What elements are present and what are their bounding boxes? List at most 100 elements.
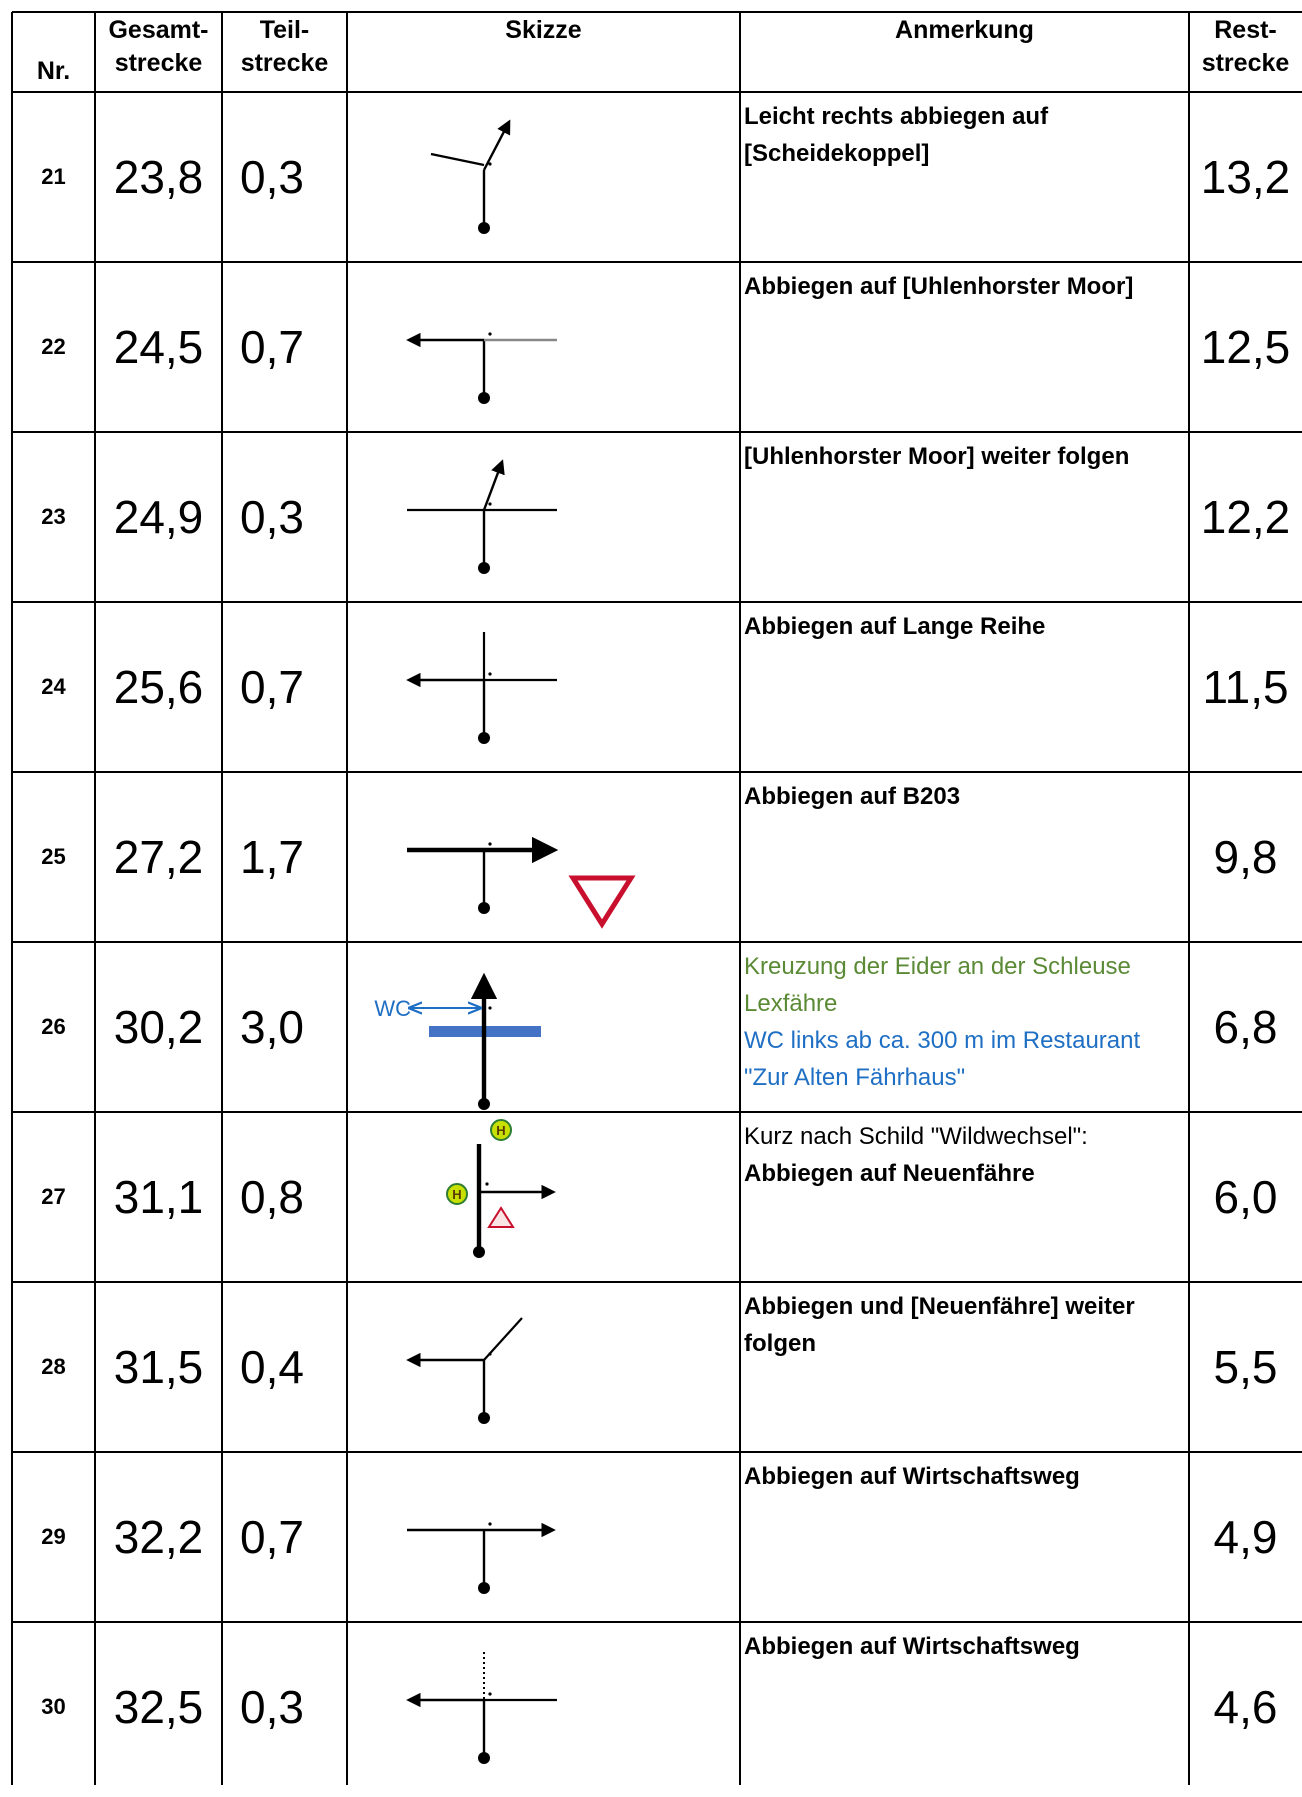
row-nr-text: 24 — [41, 674, 66, 699]
note-line: WC links ab ca. 300 m im Restaurant — [744, 1027, 1141, 1054]
note-line: Lexfähre — [744, 990, 838, 1017]
row-gesamt-value: 32,5 — [113, 1681, 204, 1733]
row-gesamt-value: 24,9 — [113, 491, 204, 543]
row-reststrecke: 5,5 — [1189, 1282, 1302, 1452]
row-rest-value: 12,2 — [1200, 491, 1291, 543]
row-nr-text: 30 — [41, 1694, 66, 1719]
row-teilstrecke: 0,3 — [222, 1622, 347, 1792]
row-nr-text: 25 — [41, 844, 66, 869]
row-teil-value: 0,8 — [240, 1171, 304, 1223]
row-gesamt-value: 25,6 — [113, 661, 204, 713]
row-rest-value: 6,0 — [1213, 1171, 1278, 1223]
header-rest-line1: Rest- — [1214, 16, 1277, 44]
row-nr: 26 — [12, 942, 95, 1112]
row-reststrecke: 4,9 — [1189, 1452, 1302, 1622]
row-gesamt-value: 24,5 — [113, 321, 204, 373]
bus-stop-label: H — [496, 1123, 505, 1138]
header-skizze: Skizze — [347, 12, 740, 92]
row-gesamtstrecke: 31,5 — [95, 1282, 222, 1452]
row-nr-text: 21 — [41, 164, 66, 189]
row-gesamtstrecke: 31,1 — [95, 1112, 222, 1282]
row-gesamtstrecke: 25,6 — [95, 602, 222, 772]
row-nr: 27 — [12, 1112, 95, 1282]
note-line: Leicht rechts abbiegen auf — [744, 103, 1049, 130]
turn-right-t-icon — [407, 1522, 556, 1594]
fork-left-icon — [406, 1317, 523, 1424]
note-line: [Uhlenhorster Moor] weiter folgen — [744, 443, 1130, 470]
row-teilstrecke: 1,7 — [222, 772, 347, 942]
cross-left-dotted-icon — [406, 1652, 557, 1764]
row-anmerkung: Abbiegen auf Lange Reihe — [740, 602, 1189, 772]
row-reststrecke: 12,2 — [1189, 432, 1302, 602]
row-teilstrecke: 0,7 — [222, 1452, 347, 1622]
row-gesamtstrecke: 32,2 — [95, 1452, 222, 1622]
bus-stop-label: H — [452, 1187, 461, 1202]
row-teilstrecke: 3,0 — [222, 942, 347, 1112]
bus-stop-icon — [490, 1119, 512, 1141]
row-anmerkung: Abbiegen auf B203 — [740, 772, 1189, 942]
row-teil-value: 0,7 — [240, 661, 304, 713]
note-line: Abbiegen auf Wirtschaftsweg — [744, 1633, 1080, 1660]
row-gesamt-value: 27,2 — [113, 831, 204, 883]
row-skizze — [347, 1282, 740, 1452]
header-gesamt-line2: strecke — [114, 49, 203, 77]
row-teil-value: 0,7 — [240, 321, 304, 373]
row-nr: 29 — [12, 1452, 95, 1622]
row-rest-value: 9,8 — [1213, 831, 1278, 883]
row-teilstrecke: 0,8 — [222, 1112, 347, 1282]
note-line: [Scheidekoppel] — [744, 140, 930, 167]
row-skizze: WC — [347, 942, 740, 1112]
row-nr: 30 — [12, 1622, 95, 1792]
row-rest-value: 4,9 — [1213, 1511, 1278, 1563]
row-nr: 22 — [12, 262, 95, 432]
note-line: Abbiegen auf Wirtschaftsweg — [744, 1463, 1080, 1490]
row-reststrecke: 11,5 — [1189, 602, 1302, 772]
note-line: Kreuzung der Eider an der Schleuse — [744, 953, 1131, 980]
note-line: folgen — [744, 1330, 816, 1357]
row-reststrecke: 13,2 — [1189, 92, 1302, 262]
row-nr: 25 — [12, 772, 95, 942]
note-line: Abbiegen auf Lange Reihe — [744, 613, 1046, 640]
row-teil-value: 0,7 — [240, 1511, 304, 1563]
note-line: Kurz nach Schild "Wildwechsel": — [744, 1123, 1088, 1150]
header-skizze-text: Skizze — [505, 16, 582, 44]
row-anmerkung: Abbiegen auf [Uhlenhorster Moor] — [740, 262, 1189, 432]
bus-stop-icon — [446, 1183, 468, 1205]
header-nr-text: Nr. — [36, 57, 71, 85]
row-anmerkung: Abbiegen auf Wirtschaftsweg — [740, 1452, 1189, 1622]
row-reststrecke: 9,8 — [1189, 772, 1302, 942]
row-skizze — [347, 1452, 740, 1622]
row-rest-value: 5,5 — [1213, 1341, 1278, 1393]
row-reststrecke: 6,8 — [1189, 942, 1302, 1112]
row-skizze — [347, 602, 740, 772]
row-gesamtstrecke: 27,2 — [95, 772, 222, 942]
row-skizze — [347, 262, 740, 432]
row-skizze — [347, 432, 740, 602]
row-rest-value: 6,8 — [1213, 1001, 1278, 1053]
slight-right-icon — [430, 119, 511, 234]
row-nr: 24 — [12, 602, 95, 772]
row-anmerkung: Leicht rechts abbiegen auf [Scheidekoppel… — [740, 92, 1189, 262]
row-nr-text: 27 — [41, 1184, 66, 1209]
row-anmerkung: Kurz nach Schild "Wildwechsel": Abbiegen … — [740, 1112, 1189, 1282]
cross-slight-right-icon — [407, 459, 557, 574]
cross-left-icon — [406, 632, 557, 744]
turn-right-main-road-yield-icon — [407, 836, 636, 929]
row-rest-value: 11,5 — [1202, 661, 1289, 713]
row-rest-value: 4,6 — [1213, 1681, 1278, 1733]
header-reststrecke: Rest- strecke — [1189, 12, 1302, 92]
row-skizze — [347, 1622, 740, 1792]
row-teil-value: 0,3 — [240, 491, 304, 543]
row-reststrecke: 4,6 — [1189, 1622, 1302, 1792]
row-gesamtstrecke: 24,9 — [95, 432, 222, 602]
header-gesamtstrecke: Gesamt- strecke — [95, 12, 222, 92]
row-nr-text: 22 — [41, 334, 66, 359]
row-teil-value: 0,3 — [240, 151, 304, 203]
row-gesamt-value: 31,1 — [113, 1171, 204, 1223]
note-line: Abbiegen und [Neuenfähre] weiter — [744, 1293, 1135, 1320]
row-gesamtstrecke: 32,5 — [95, 1622, 222, 1792]
row-teilstrecke: 0,3 — [222, 92, 347, 262]
